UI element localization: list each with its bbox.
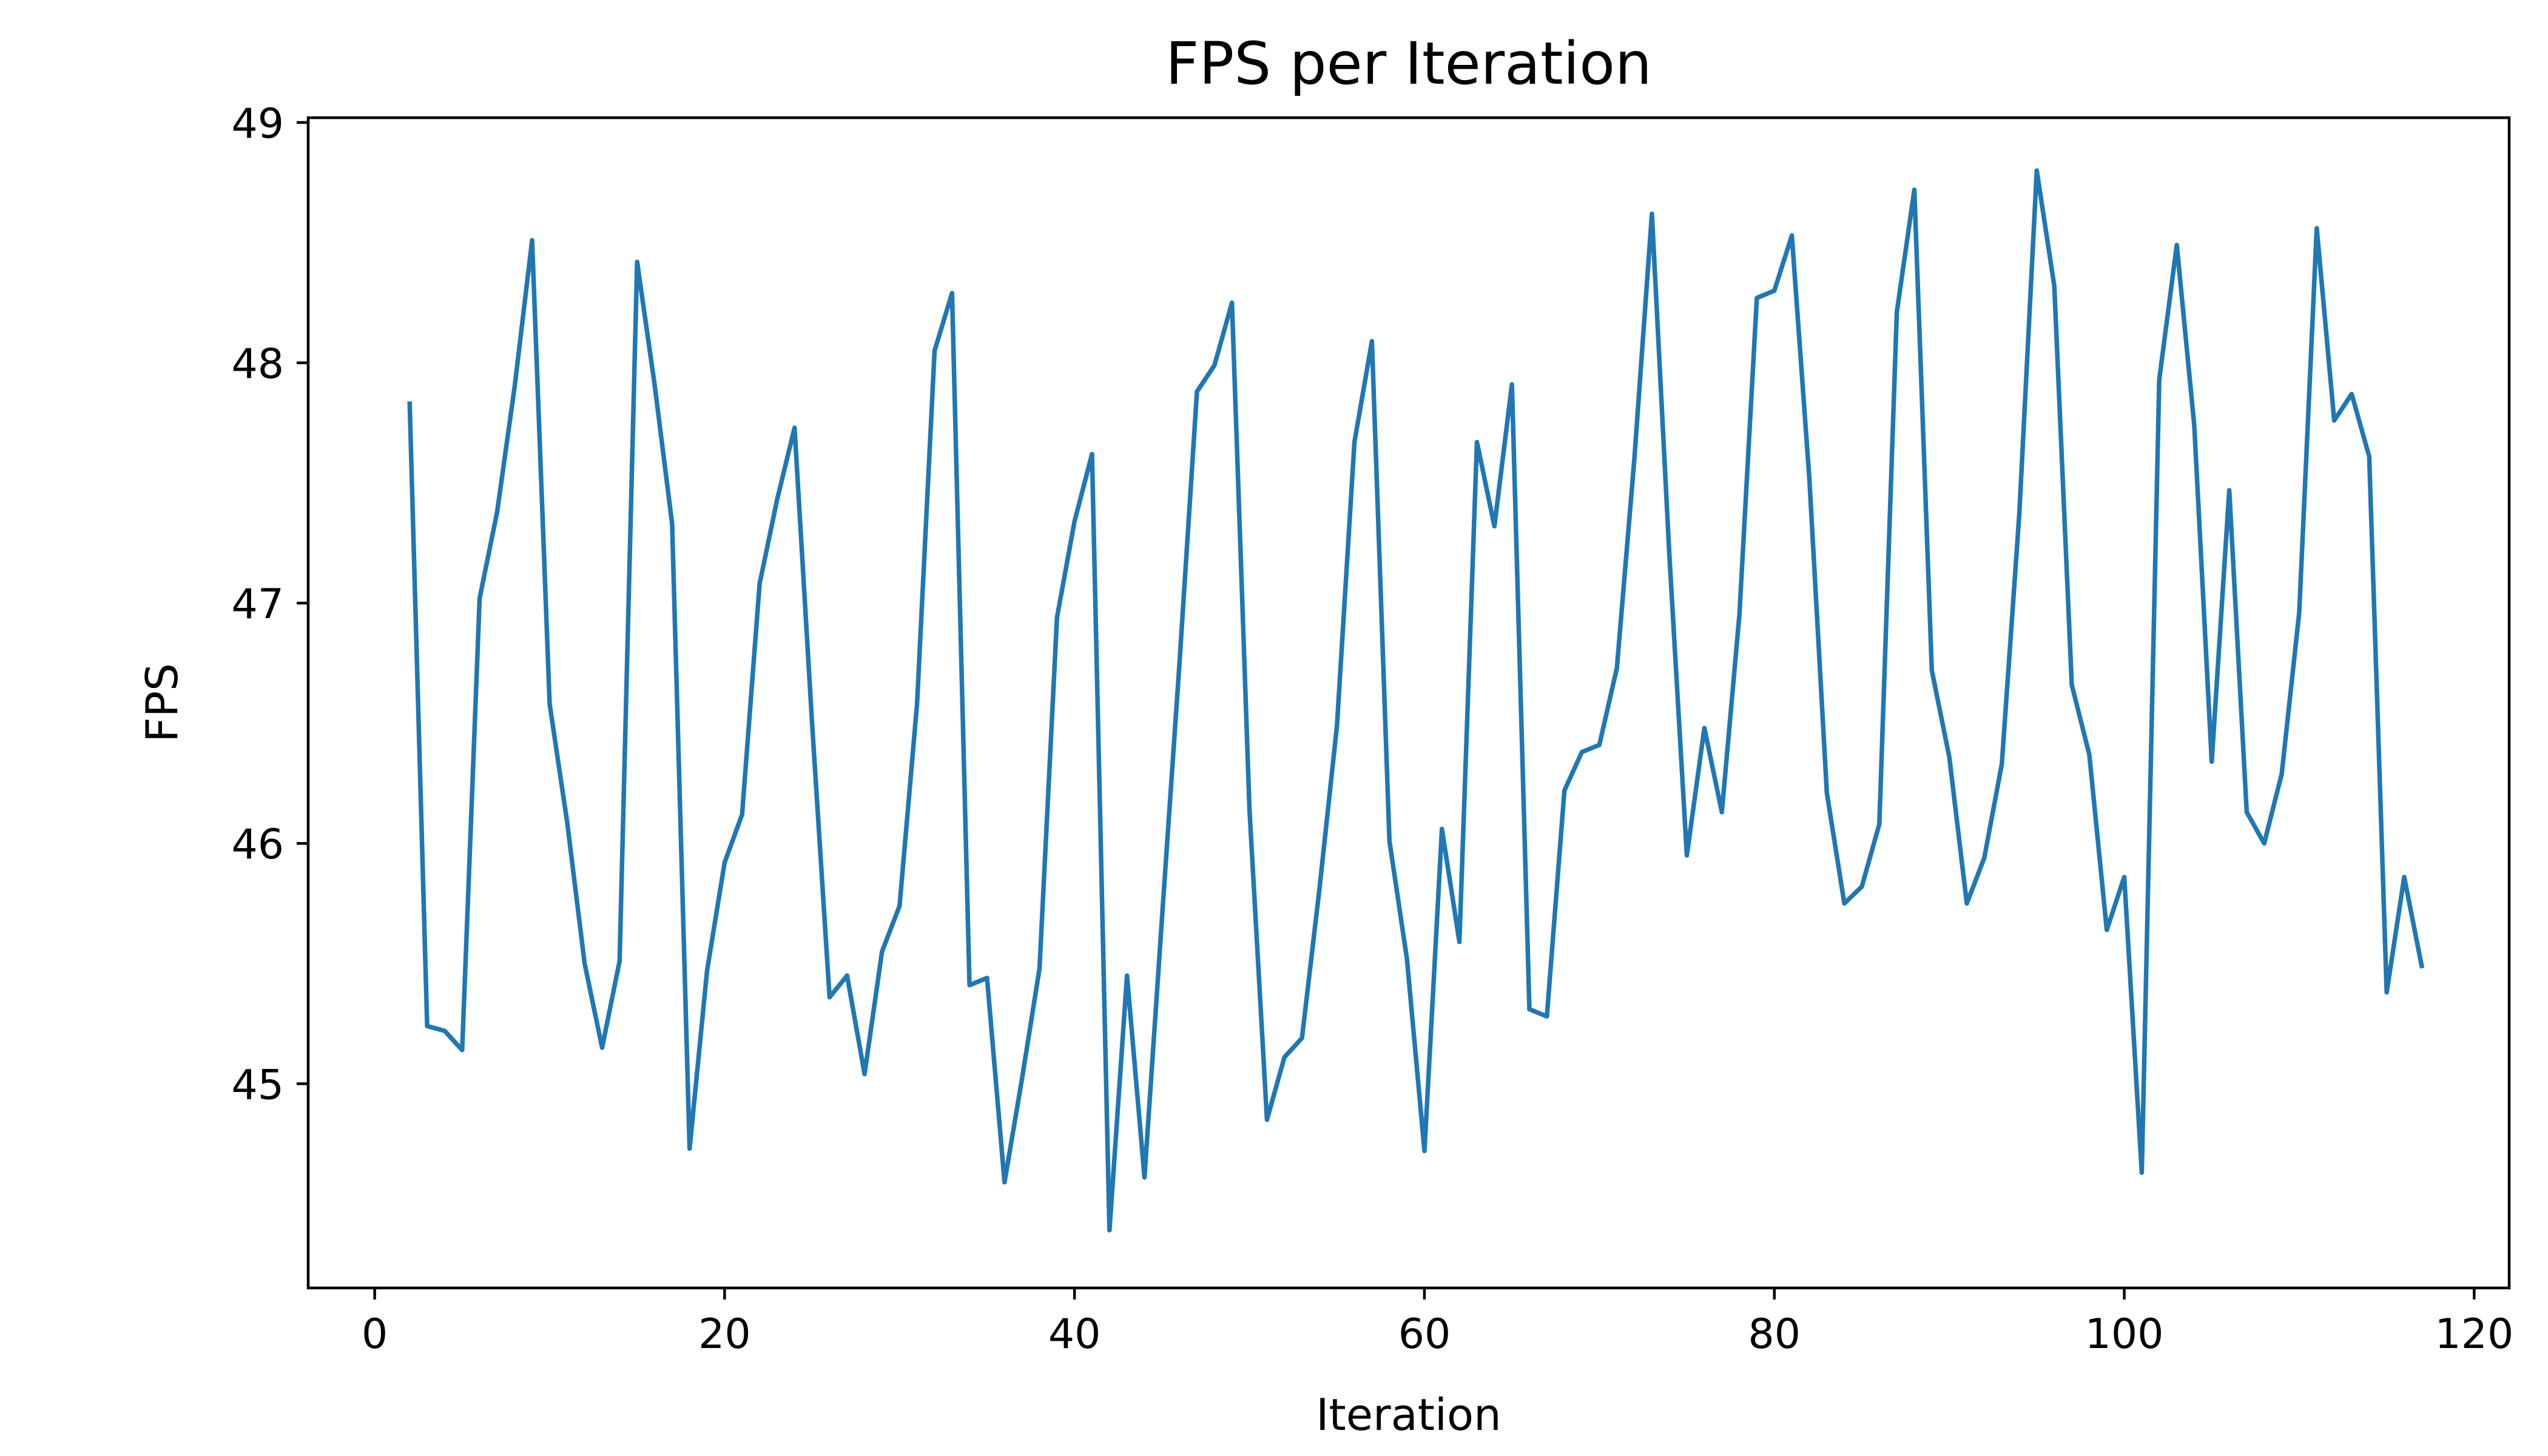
chart-title: FPS per Iteration bbox=[1165, 30, 1652, 98]
y-axis-ticks: 45 46 47 48 49 bbox=[231, 100, 308, 1109]
x-tick-label: 80 bbox=[1748, 1310, 1801, 1358]
y-tick-label: 45 bbox=[231, 1061, 284, 1109]
x-tick-label: 20 bbox=[698, 1310, 751, 1358]
series-line-0 bbox=[407, 168, 2425, 1233]
y-tick-label: 48 bbox=[231, 340, 284, 388]
x-tick-label: 100 bbox=[2085, 1310, 2164, 1358]
x-tick-label: 120 bbox=[2435, 1310, 2513, 1358]
x-tick-label: 0 bbox=[362, 1310, 388, 1358]
plot-frame bbox=[306, 116, 2511, 1290]
x-axis-label: Iteration bbox=[1316, 1389, 1501, 1440]
y-axis-label: FPS bbox=[136, 663, 187, 743]
x-tick-label: 60 bbox=[1398, 1310, 1451, 1358]
y-tick-label: 49 bbox=[231, 100, 284, 148]
series-group bbox=[407, 168, 2425, 1233]
y-tick-label: 47 bbox=[231, 581, 284, 629]
x-axis-ticks: 0 20 40 60 80 100 120 bbox=[362, 1288, 2513, 1358]
y-tick-label: 46 bbox=[231, 821, 284, 869]
x-tick-label: 40 bbox=[1048, 1310, 1101, 1358]
